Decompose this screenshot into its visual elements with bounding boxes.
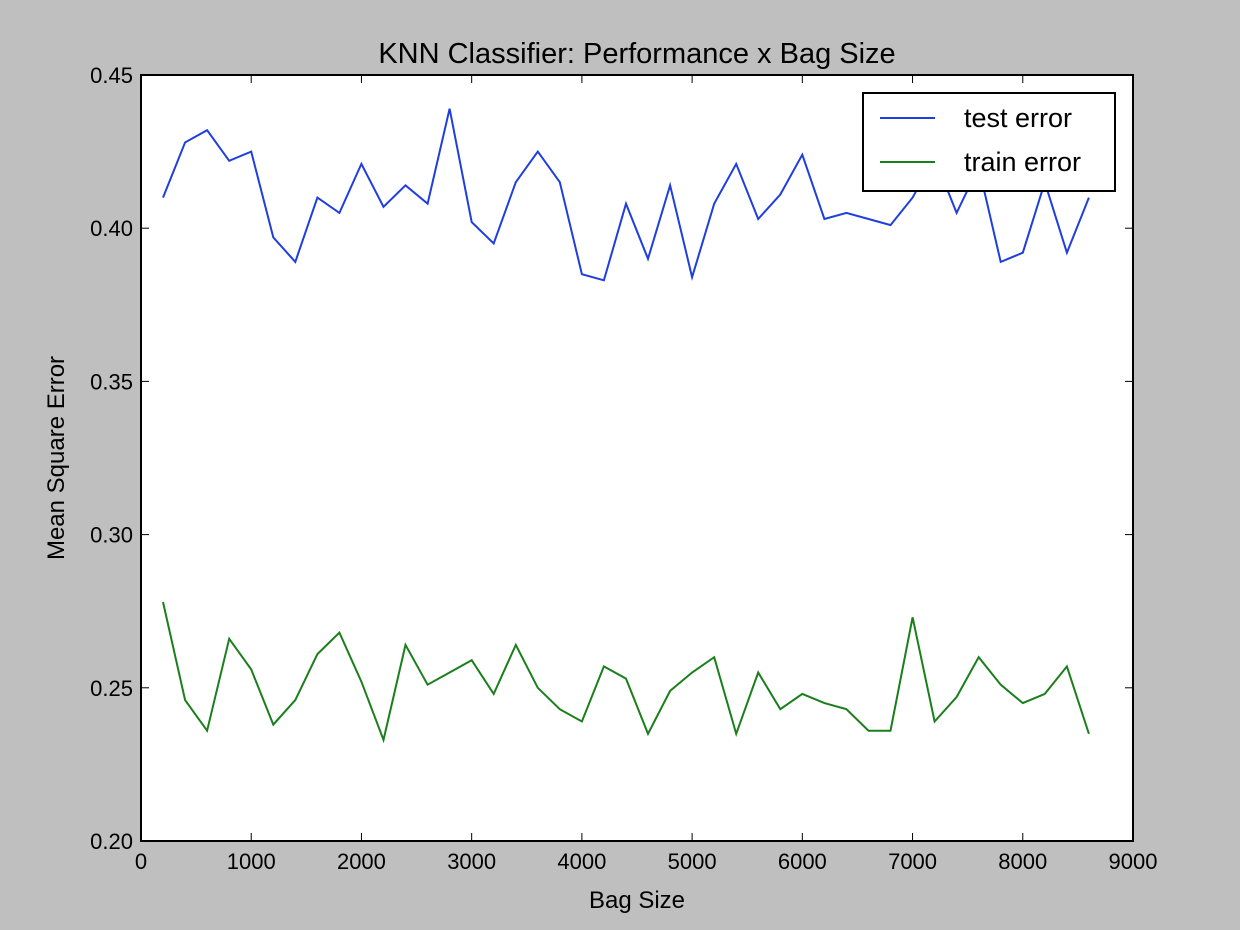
x-tick-label: 9000 [1109, 849, 1158, 874]
x-tick-label: 8000 [998, 849, 1047, 874]
legend: test error train error [862, 92, 1116, 192]
legend-label-test-error: test error [964, 103, 1072, 133]
y-tick-label: 0.40 [90, 216, 133, 241]
y-tick-label: 0.45 [90, 63, 133, 88]
x-tick-label: 4000 [557, 849, 606, 874]
y-axis-label: Mean Square Error [43, 356, 70, 560]
chart-title: KNN Classifier: Performance x Bag Size [378, 38, 895, 70]
axis-ticks: 0 1000 2000 3000 4000 5000 6000 7000 8000 9000 0.2… [90, 63, 1157, 874]
y-tick-label: 0.20 [90, 829, 133, 854]
x-tick-label: 7000 [888, 849, 937, 874]
x-tick-label: 2000 [337, 849, 386, 874]
plot-frame [140, 74, 1134, 842]
plot-area [141, 75, 1133, 841]
y-tick-label: 0.30 [90, 523, 133, 548]
x-tick-label: 5000 [668, 849, 717, 874]
x-tick-label: 6000 [778, 849, 827, 874]
x-tick-label: 0 [135, 849, 147, 874]
legend-label-train-error: train error [964, 147, 1081, 177]
y-tick-label: 0.35 [90, 369, 133, 394]
legend-box [862, 92, 1116, 192]
x-axis-label: Bag Size [589, 887, 685, 914]
x-tick-label: 3000 [447, 849, 496, 874]
x-tick-label: 1000 [227, 849, 276, 874]
y-tick-label: 0.25 [90, 676, 133, 701]
series-line-train-error [162, 601, 1090, 744]
